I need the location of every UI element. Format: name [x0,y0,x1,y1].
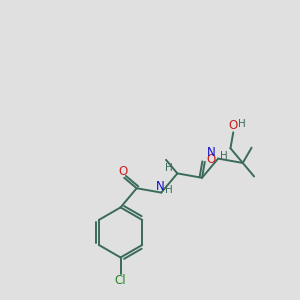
Text: O: O [118,165,128,178]
Text: N: N [207,146,216,159]
Text: O: O [228,119,237,132]
Text: H: H [220,151,227,160]
Text: O: O [207,153,216,166]
Text: H: H [165,163,173,173]
Text: H: H [238,119,245,129]
Text: Cl: Cl [115,274,126,286]
Text: H: H [165,184,173,195]
Text: N: N [155,180,164,193]
